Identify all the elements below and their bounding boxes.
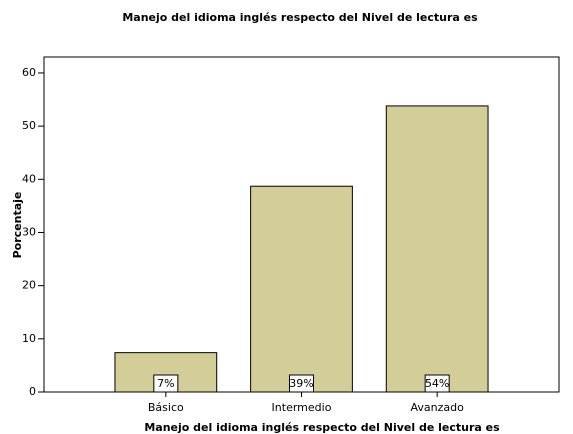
- value-label-box: [424, 374, 450, 393]
- x-axis-title: Manejo del idioma inglés respecto del Ni…: [144, 421, 500, 434]
- value-label-box: [289, 374, 314, 393]
- value-label-box: [153, 374, 179, 393]
- y-tick-label: 60: [22, 66, 36, 79]
- y-tick-label: 50: [22, 119, 36, 132]
- value-label: 7%: [157, 377, 174, 390]
- chart-title: Manejo del idioma inglés respecto del Ni…: [122, 11, 478, 24]
- y-tick-label: 20: [22, 279, 36, 292]
- y-tick-label: 0: [29, 385, 36, 398]
- value-label: 54%: [425, 377, 449, 390]
- bar: [250, 185, 353, 393]
- x-tick-label: Intermedio: [272, 401, 332, 414]
- y-tick-label: 30: [22, 225, 36, 238]
- y-axis-title: Porcentaje: [11, 192, 24, 259]
- y-tick-label: 40: [22, 172, 36, 185]
- bar: [385, 105, 489, 393]
- y-tick-label: 10: [22, 332, 36, 345]
- x-tick-label: Básico: [148, 401, 184, 414]
- value-label: 39%: [289, 377, 313, 390]
- x-tick-label: Avanzado: [410, 401, 464, 414]
